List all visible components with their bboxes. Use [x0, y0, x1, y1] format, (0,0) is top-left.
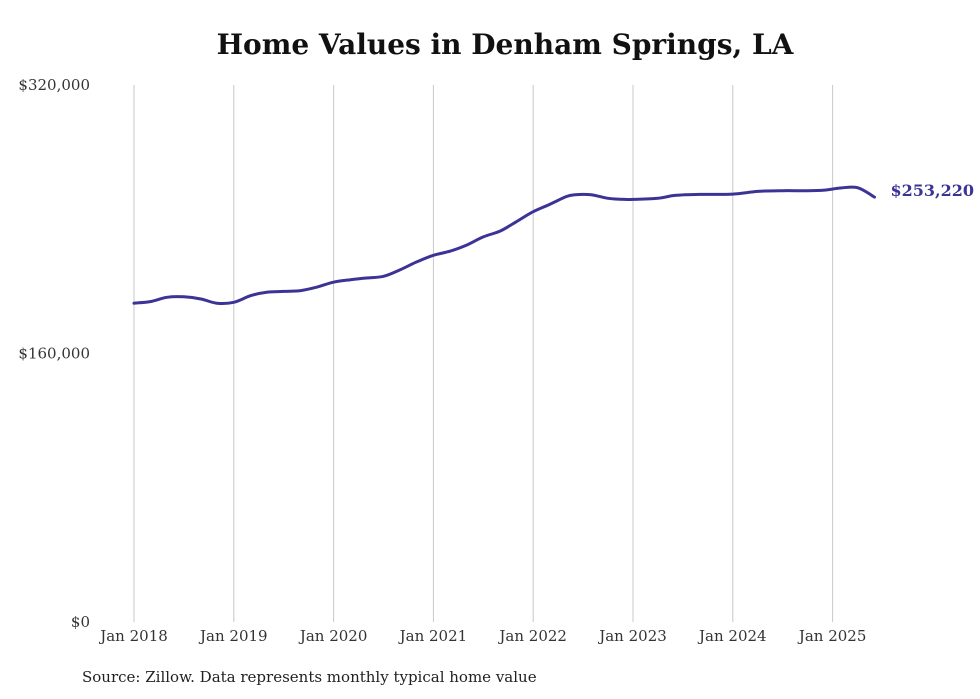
y-tick-label: $320,000: [18, 76, 90, 94]
y-tick-label: $0: [71, 613, 90, 631]
series-line: [132, 185, 876, 305]
source-note: Source: Zillow. Data represents monthly …: [82, 668, 537, 686]
x-axis: Jan 2018 Jan 2019 Jan 2020 Jan 2021 Jan 2022…: [98, 627, 866, 645]
x-tick-label: Jan 2022: [497, 627, 567, 645]
x-tick-label: Jan 2023: [597, 627, 667, 645]
end-value-label: $253,220: [891, 181, 975, 200]
y-tick-label: $160,000: [18, 345, 90, 363]
x-tick-label: Jan 2019: [198, 627, 268, 645]
x-tick-label: Jan 2018: [98, 627, 168, 645]
x-tick-label: Jan 2021: [398, 627, 468, 645]
gridlines: [133, 85, 834, 622]
x-tick-label: Jan 2025: [797, 627, 867, 645]
x-tick-label: Jan 2020: [298, 627, 368, 645]
chart-title: Home Values in Denham Springs, LA: [216, 28, 794, 61]
x-tick-label: Jan 2024: [697, 627, 767, 645]
y-axis: $0 $160,000 $320,000: [18, 76, 90, 631]
series-layer: $253,220: [132, 181, 975, 305]
